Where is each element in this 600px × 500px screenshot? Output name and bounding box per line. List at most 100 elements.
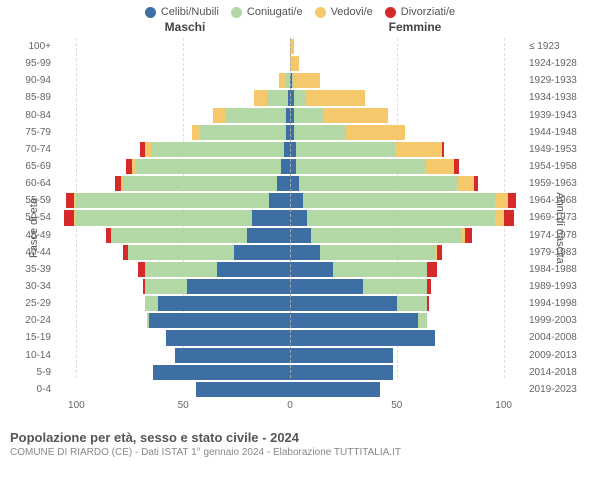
segment-married bbox=[294, 125, 345, 140]
male-bar bbox=[55, 108, 290, 123]
age-label: 80-84 bbox=[15, 110, 51, 121]
male-bar bbox=[55, 210, 290, 225]
x-tick: 100 bbox=[495, 400, 512, 411]
segment-married bbox=[296, 159, 424, 174]
male-bar bbox=[55, 159, 290, 174]
birth-year-label: 1969-1973 bbox=[529, 212, 589, 223]
male-bar bbox=[55, 176, 290, 191]
chart-area: Fasce di età Anni di nascita 100+≤ 19239… bbox=[0, 38, 600, 418]
female-bar bbox=[290, 365, 525, 380]
segment-single bbox=[166, 330, 290, 345]
segment-divorced bbox=[508, 193, 517, 208]
segment-divorced bbox=[504, 210, 515, 225]
x-axis: 10050050100 bbox=[55, 400, 525, 418]
segment-married bbox=[294, 90, 305, 105]
segment-single bbox=[187, 279, 290, 294]
bar-group bbox=[55, 382, 525, 397]
segment-single bbox=[290, 365, 393, 380]
male-bar bbox=[55, 90, 290, 105]
segment-widowed bbox=[495, 210, 504, 225]
segment-single bbox=[234, 245, 290, 260]
male-bar bbox=[55, 330, 290, 345]
male-bar bbox=[55, 348, 290, 363]
segment-married bbox=[303, 193, 495, 208]
birth-year-label: 1999-2003 bbox=[529, 315, 589, 326]
x-tick: 50 bbox=[178, 400, 189, 411]
pyramid-rows: 100+≤ 192395-991924-192890-941929-193385… bbox=[55, 38, 525, 398]
female-bar bbox=[290, 245, 525, 260]
birth-year-label: 1964-1968 bbox=[529, 195, 589, 206]
header-male: Maschi bbox=[70, 20, 300, 34]
segment-single bbox=[290, 245, 320, 260]
segment-married bbox=[145, 279, 188, 294]
segment-married bbox=[200, 125, 285, 140]
segment-divorced bbox=[474, 176, 478, 191]
segment-widowed bbox=[425, 159, 455, 174]
segment-single bbox=[158, 296, 290, 311]
age-label: 10-14 bbox=[15, 350, 51, 361]
birth-year-label: 1944-1948 bbox=[529, 127, 589, 138]
segment-single bbox=[175, 348, 290, 363]
legend-item: Celibi/Nubili bbox=[145, 6, 219, 18]
x-tick: 100 bbox=[68, 400, 85, 411]
age-label: 50-54 bbox=[15, 212, 51, 223]
segment-single bbox=[153, 365, 290, 380]
age-label: 95-99 bbox=[15, 58, 51, 69]
segment-single bbox=[277, 176, 290, 191]
birth-year-label: 2009-2013 bbox=[529, 350, 589, 361]
male-bar bbox=[55, 39, 290, 54]
segment-married bbox=[418, 313, 427, 328]
segment-married bbox=[128, 245, 235, 260]
footer-title: Popolazione per età, sesso e stato civil… bbox=[10, 430, 590, 445]
segment-married bbox=[145, 262, 218, 277]
segment-widowed bbox=[192, 125, 201, 140]
segment-married bbox=[226, 108, 286, 123]
segment-married bbox=[397, 296, 427, 311]
birth-year-label: 1954-1958 bbox=[529, 161, 589, 172]
segment-single bbox=[290, 296, 397, 311]
birth-year-label: ≤ 1923 bbox=[529, 41, 589, 52]
age-label: 100+ bbox=[15, 41, 51, 52]
age-label: 60-64 bbox=[15, 178, 51, 189]
segment-married bbox=[333, 262, 427, 277]
segment-married bbox=[151, 142, 283, 157]
birth-year-label: 2019-2023 bbox=[529, 384, 589, 395]
birth-year-label: 1949-1953 bbox=[529, 144, 589, 155]
segment-divorced bbox=[66, 193, 75, 208]
female-bar bbox=[290, 296, 525, 311]
segment-married bbox=[294, 108, 324, 123]
birth-year-label: 1994-1998 bbox=[529, 298, 589, 309]
segment-single bbox=[290, 348, 393, 363]
male-bar bbox=[55, 228, 290, 243]
female-bar bbox=[290, 56, 525, 71]
segment-widowed bbox=[457, 176, 474, 191]
legend-dot bbox=[145, 7, 156, 18]
age-label: 70-74 bbox=[15, 144, 51, 155]
female-bar bbox=[290, 73, 525, 88]
legend-label: Vedovi/e bbox=[331, 6, 373, 18]
segment-divorced bbox=[442, 142, 444, 157]
age-label: 15-19 bbox=[15, 332, 51, 343]
age-label: 75-79 bbox=[15, 127, 51, 138]
male-bar bbox=[55, 56, 290, 71]
female-bar bbox=[290, 348, 525, 363]
age-label: 35-39 bbox=[15, 264, 51, 275]
age-label: 55-59 bbox=[15, 195, 51, 206]
age-label: 5-9 bbox=[15, 367, 51, 378]
segment-widowed bbox=[290, 56, 299, 71]
gender-headers: Maschi Femmine bbox=[0, 20, 600, 34]
footer: Popolazione per età, sesso e stato civil… bbox=[0, 422, 600, 458]
segment-single bbox=[247, 228, 290, 243]
segment-widowed bbox=[395, 142, 442, 157]
segment-single bbox=[290, 193, 303, 208]
legend-dot bbox=[385, 7, 396, 18]
segment-widowed bbox=[294, 73, 320, 88]
birth-year-label: 1979-1983 bbox=[529, 247, 589, 258]
age-label: 85-89 bbox=[15, 92, 51, 103]
segment-widowed bbox=[495, 193, 508, 208]
birth-year-label: 1934-1938 bbox=[529, 92, 589, 103]
segment-single bbox=[290, 176, 299, 191]
x-tick: 50 bbox=[391, 400, 402, 411]
segment-divorced bbox=[454, 159, 458, 174]
male-bar bbox=[55, 365, 290, 380]
